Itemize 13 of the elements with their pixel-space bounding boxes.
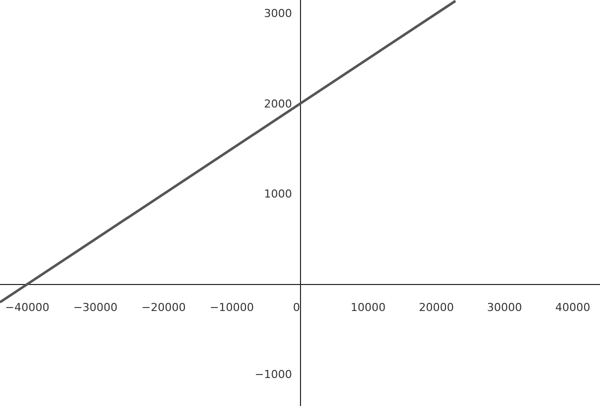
y-tick-label: 1000	[264, 187, 292, 200]
x-tick-label: 20000	[418, 301, 454, 314]
x-tick-label: 0	[293, 301, 300, 314]
y-tick-label: −1000	[254, 368, 292, 381]
x-tick-label: −10000	[210, 301, 254, 314]
x-tick-label: 30000	[487, 301, 522, 314]
x-tick-label: −20000	[142, 301, 186, 314]
x-tick-label: 40000	[555, 301, 590, 314]
x-tick-label: −40000	[5, 301, 50, 314]
y-tick-label: 3000	[264, 7, 292, 20]
x-tick-label: 10000	[350, 301, 386, 314]
y-tick-label: 2000	[264, 97, 292, 110]
x-tick-label: −30000	[73, 301, 118, 314]
